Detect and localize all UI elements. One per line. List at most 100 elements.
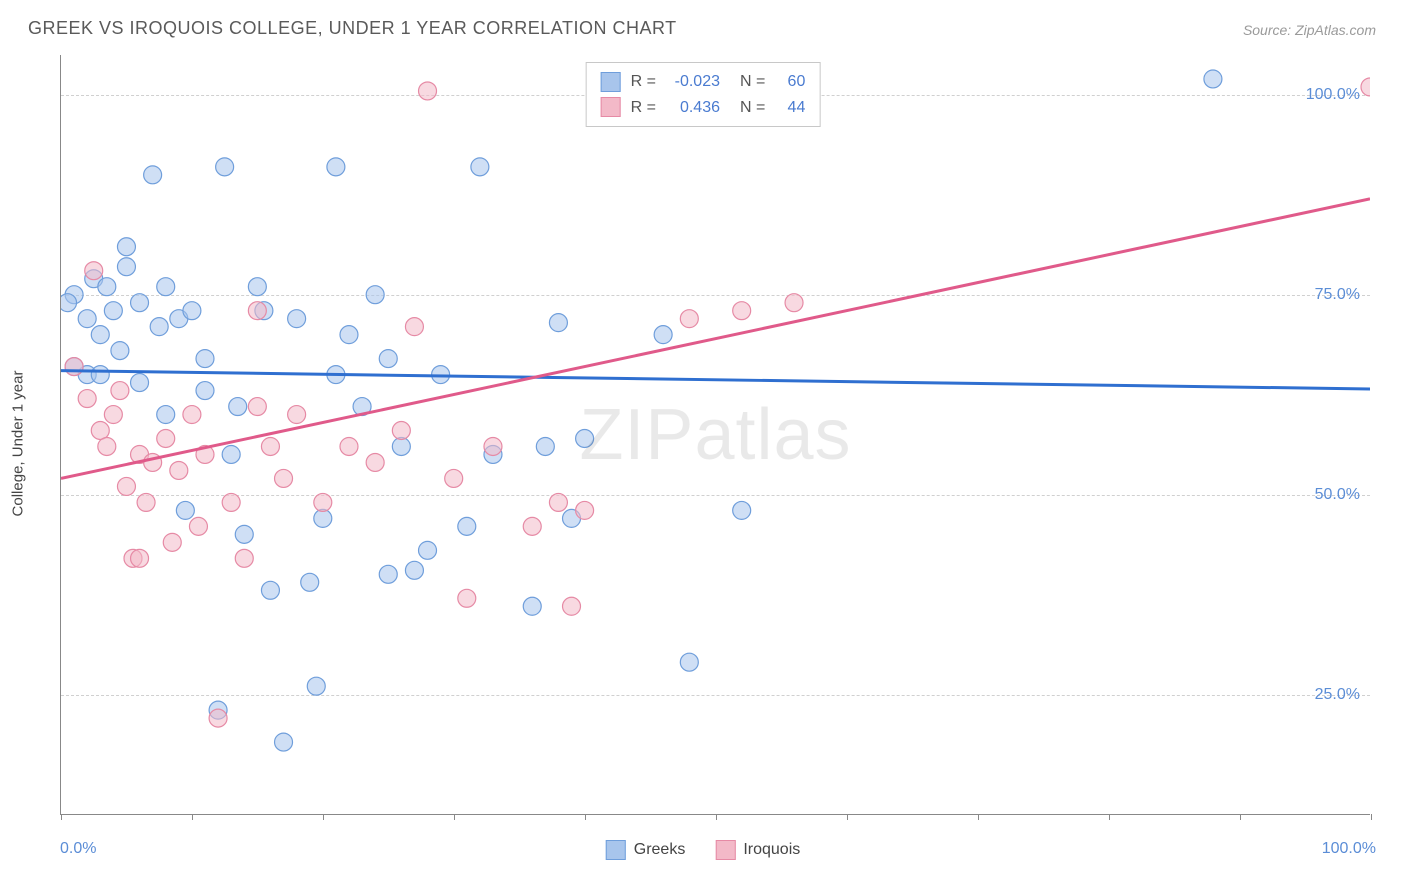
- data-point: [405, 318, 423, 336]
- trend-line: [61, 199, 1370, 479]
- data-point: [733, 302, 751, 320]
- data-point: [137, 493, 155, 511]
- legend-r-label: R =: [631, 95, 656, 121]
- data-point: [91, 366, 109, 384]
- legend-series-item: Iroquois: [715, 840, 800, 860]
- x-tick-mark: [1240, 814, 1241, 820]
- legend-row: R = -0.023 N = 60: [601, 69, 806, 95]
- data-point: [98, 437, 116, 455]
- data-point: [61, 294, 77, 312]
- data-point: [209, 709, 227, 727]
- data-point: [157, 406, 175, 424]
- data-point: [327, 158, 345, 176]
- data-point: [91, 422, 109, 440]
- data-point: [419, 82, 437, 100]
- data-point: [785, 294, 803, 312]
- legend-n-label: N =: [740, 95, 765, 121]
- data-point: [111, 382, 129, 400]
- data-point: [523, 517, 541, 535]
- data-point: [196, 350, 214, 368]
- data-point: [314, 509, 332, 527]
- data-point: [445, 469, 463, 487]
- data-point: [288, 406, 306, 424]
- legend-r-value: 0.436: [666, 95, 720, 121]
- legend-swatch: [715, 840, 735, 860]
- data-point: [1361, 78, 1370, 96]
- data-point: [78, 390, 96, 408]
- x-tick-mark: [978, 814, 979, 820]
- legend-series-item: Greeks: [606, 840, 686, 860]
- data-point: [248, 302, 266, 320]
- data-point: [144, 166, 162, 184]
- data-point: [98, 278, 116, 296]
- data-point: [163, 533, 181, 551]
- data-point: [157, 278, 175, 296]
- data-point: [117, 258, 135, 276]
- plot-area: ZIPatlas 25.0%50.0%75.0%100.0%: [60, 55, 1370, 815]
- x-tick-mark: [1371, 814, 1372, 820]
- data-point: [222, 493, 240, 511]
- data-point: [340, 326, 358, 344]
- legend-n-label: N =: [740, 69, 765, 95]
- data-point: [680, 310, 698, 328]
- legend-swatch: [606, 840, 626, 860]
- x-tick-mark: [61, 814, 62, 820]
- x-tick-mark: [192, 814, 193, 820]
- source-label: Source: ZipAtlas.com: [1243, 22, 1376, 38]
- data-point: [131, 374, 149, 392]
- legend-swatch: [601, 97, 621, 117]
- data-point: [248, 398, 266, 416]
- data-point: [78, 310, 96, 328]
- legend-r-value: -0.023: [666, 69, 720, 95]
- data-point: [288, 310, 306, 328]
- data-point: [458, 517, 476, 535]
- data-point: [150, 318, 168, 336]
- data-point: [65, 358, 83, 376]
- data-point: [549, 314, 567, 332]
- data-point: [157, 430, 175, 448]
- data-point: [176, 501, 194, 519]
- data-point: [1204, 70, 1222, 88]
- x-axis-min-label: 0.0%: [60, 840, 96, 858]
- x-tick-mark: [323, 814, 324, 820]
- legend-n-value: 60: [775, 69, 805, 95]
- data-point: [183, 406, 201, 424]
- data-point: [104, 302, 122, 320]
- data-point: [216, 158, 234, 176]
- legend-series-label: Greeks: [634, 841, 686, 859]
- trend-line: [61, 371, 1370, 389]
- data-point: [536, 437, 554, 455]
- data-point: [471, 158, 489, 176]
- legend-series-label: Iroquois: [743, 841, 800, 859]
- data-point: [379, 350, 397, 368]
- data-point: [91, 326, 109, 344]
- data-point: [131, 549, 149, 567]
- data-point: [170, 461, 188, 479]
- data-point: [131, 294, 149, 312]
- data-point: [392, 422, 410, 440]
- data-point: [261, 437, 279, 455]
- data-point: [549, 493, 567, 511]
- data-point: [405, 561, 423, 579]
- legend-r-label: R =: [631, 69, 656, 95]
- legend-row: R =0.436N =44: [601, 95, 806, 121]
- data-point: [523, 597, 541, 615]
- data-point: [563, 597, 581, 615]
- data-point: [275, 733, 293, 751]
- data-point: [680, 653, 698, 671]
- chart-svg: [61, 55, 1370, 814]
- data-point: [576, 430, 594, 448]
- data-point: [235, 549, 253, 567]
- data-point: [235, 525, 253, 543]
- data-point: [576, 501, 594, 519]
- x-tick-mark: [716, 814, 717, 820]
- legend-correlation: R =-0.023N =60R =0.436N =44: [586, 62, 821, 127]
- data-point: [654, 326, 672, 344]
- data-point: [733, 501, 751, 519]
- data-point: [340, 437, 358, 455]
- x-tick-mark: [454, 814, 455, 820]
- data-point: [248, 278, 266, 296]
- legend-series: Greeks Iroquois: [606, 840, 801, 860]
- data-point: [419, 541, 437, 559]
- legend-swatch: [601, 72, 621, 92]
